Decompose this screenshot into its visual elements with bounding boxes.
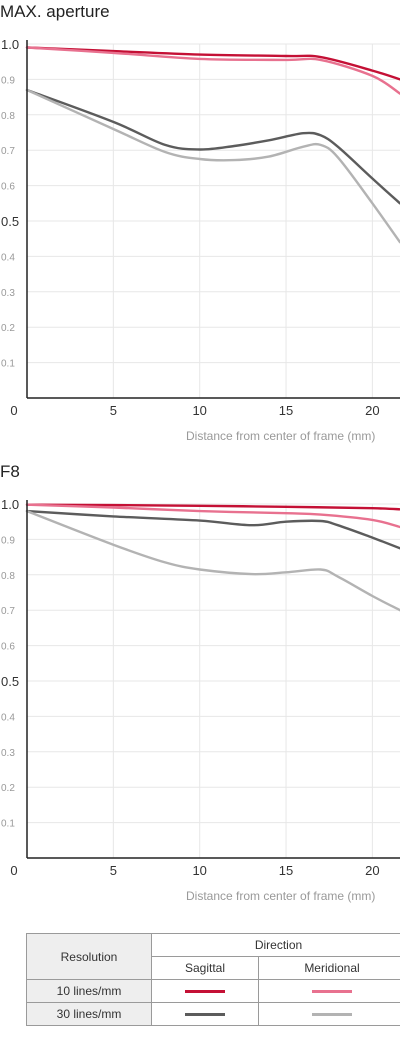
mtf-chart-f8: 1.0 0.9 0.8 0.7 0.6 0.5 0.4 0.3 0.2 0.1 0 5 10 15 20 Di… (1, 497, 400, 903)
chart1-xtick-label-3: 15 (279, 403, 293, 418)
legend-10-sagittal-cell (151, 979, 259, 1003)
chart1-ytick-label-4: 0.6 (1, 182, 15, 193)
chart1-xtick-label-2: 10 (192, 403, 206, 418)
chart2-ytick-label-2: 0.8 (1, 571, 15, 582)
legend-row-30-label: 30 lines/mm (26, 1002, 152, 1026)
chart1-x-axis-label: Distance from center of frame (mm) (186, 429, 375, 443)
chart2-ytick-label-4: 0.6 (1, 642, 15, 653)
legend-table: Resolution Direction Sagittal Meridional… (26, 933, 400, 1026)
chart2-xtick-label-0: 0 (10, 863, 17, 878)
legend-resolution-header: Resolution (26, 933, 152, 980)
chart2-xtick-label-4: 20 (365, 863, 379, 878)
legend-direction-header: Direction (151, 933, 400, 957)
chart1-ytick-label-7: 0.3 (1, 288, 15, 299)
chart2-ytick-label-5: 0.5 (1, 674, 19, 689)
legend-swatch-30-meridional (312, 1013, 352, 1017)
chart1-series-10-sagittal (25, 46, 400, 81)
chart2-ytick-label-9: 0.1 (1, 819, 15, 830)
chart2-series-30-sagittal (25, 509, 400, 550)
legend-swatch-10-meridional (312, 990, 352, 994)
legend-swatch-10-sagittal (185, 990, 225, 994)
chart2-ytick-label-3: 0.7 (1, 606, 15, 617)
legend-meridional-header: Meridional (258, 956, 400, 980)
chart1-xtick-label-1: 5 (110, 403, 117, 418)
chart2-xtick-label-3: 15 (279, 863, 293, 878)
chart1-ytick-label-5: 0.5 (1, 214, 19, 229)
chart2-series-10-meridional (25, 503, 400, 529)
chart1-ytick-label-2: 0.8 (1, 111, 15, 122)
chart1-xtick-label-4: 20 (365, 403, 379, 418)
chart2-ytick-label-7: 0.3 (1, 748, 15, 759)
chart2-ytick-label-8: 0.2 (1, 783, 15, 794)
legend-10-meridional-cell (258, 979, 400, 1003)
chart1-xtick-label-0: 0 (10, 403, 17, 418)
chart1-series-10-meridional (25, 46, 400, 95)
chart-title-max-aperture: MAX. aperture (0, 2, 110, 21)
chart2-ytick-label-0: 1.0 (1, 497, 19, 512)
chart2-xtick-label-2: 10 (192, 863, 206, 878)
chart2-ytick-label-6: 0.4 (1, 712, 15, 723)
legend-30-sagittal-cell (151, 1002, 259, 1026)
chart1-ytick-label-9: 0.1 (1, 359, 15, 370)
chart2-series-10-sagittal (25, 503, 400, 511)
chart1-series-30-meridional (25, 88, 400, 244)
legend-sagittal-header: Sagittal (151, 956, 259, 980)
chart1-ytick-label-1: 0.9 (1, 75, 15, 86)
chart-title-f8: F8 (0, 462, 20, 481)
chart1-ytick-label-3: 0.7 (1, 146, 15, 157)
chart2-x-axis-label: Distance from center of frame (mm) (186, 889, 375, 903)
legend-swatch-30-sagittal (185, 1013, 225, 1017)
chart1-ytick-label-6: 0.4 (1, 252, 15, 263)
legend-30-meridional-cell (258, 1002, 400, 1026)
chart1-series-30-sagittal (25, 88, 400, 205)
chart1-ytick-label-8: 0.2 (1, 323, 15, 334)
chart2-series-30-meridional (25, 509, 400, 612)
chart2-xtick-label-1: 5 (110, 863, 117, 878)
legend-row-10-label: 10 lines/mm (26, 979, 152, 1003)
mtf-chart-max-aperture: 1.0 0.9 0.8 0.7 0.6 0.5 0.4 0.3 0.2 0.1 0 5 10 15 20 Di… (1, 37, 400, 443)
chart2-ytick-label-1: 0.9 (1, 535, 15, 546)
chart1-ytick-label-0: 1.0 (1, 37, 19, 52)
